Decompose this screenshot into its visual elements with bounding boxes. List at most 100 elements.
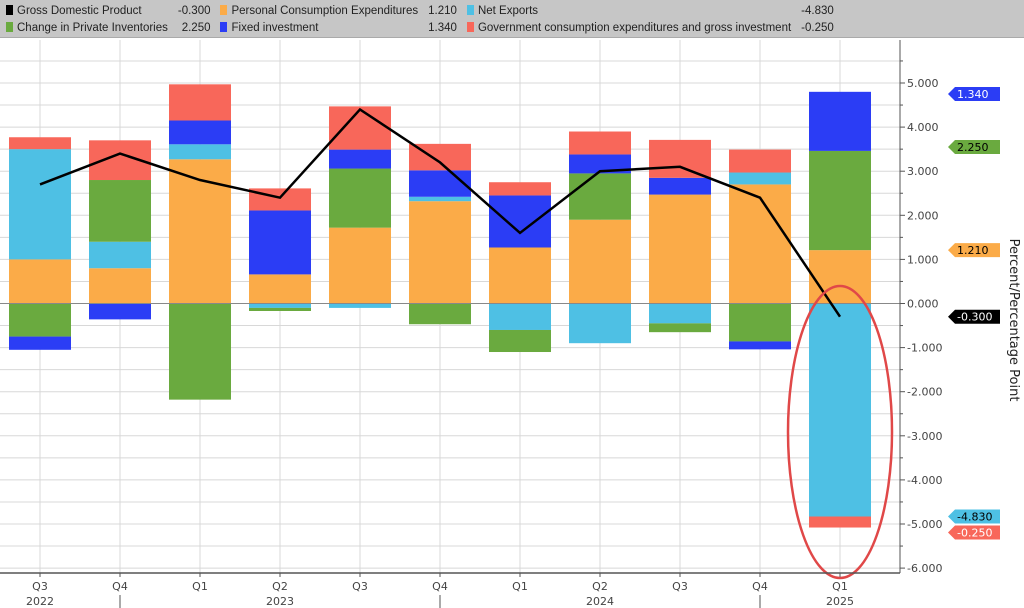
legend-label: Government consumption expenditures and … [477, 22, 792, 34]
legend-swatch [220, 22, 228, 32]
legend-swatch [220, 5, 228, 15]
last-value-tag-label: -0.250 [957, 527, 992, 540]
legend-swatch [6, 22, 13, 32]
last-value-tag [948, 509, 1000, 524]
bar-segment [9, 149, 71, 260]
bar-segment [489, 182, 551, 196]
legend-swatch [6, 5, 13, 15]
legend-item-gdp: Gross Domestic Product [6, 4, 168, 19]
y-tick-label: 3.000 [907, 165, 939, 178]
last-value-tag-label: -0.300 [957, 311, 992, 324]
last-value-tag-label: 1.340 [957, 88, 989, 101]
bar-segment [649, 177, 711, 195]
bar-segment [169, 303, 231, 400]
legend-label: Change in Private Inventories [17, 22, 168, 34]
legend-label: Gross Domestic Product [17, 5, 142, 17]
bar-segment [169, 120, 231, 145]
bar-segment [649, 303, 711, 324]
bar-segment [329, 168, 391, 228]
legend-value: 1.340 [428, 22, 457, 34]
y-axis-label: Percent/Percentage Point [1006, 239, 1021, 402]
last-value-tag [948, 243, 1000, 258]
x-tick-label: Q2 [592, 580, 608, 593]
bar-segment [489, 303, 551, 330]
last-value-tag-label: 1.210 [957, 244, 989, 257]
bar-segment [809, 303, 871, 517]
x-tick-label: Q3 [32, 580, 48, 593]
bar-segment [569, 303, 631, 344]
bar-segment [409, 303, 471, 325]
bar-segment [809, 250, 871, 304]
x-tick-label: Q1 [192, 580, 208, 593]
year-label: 2023 [266, 595, 294, 608]
bar-segment [729, 172, 791, 185]
x-tick-label: Q4 [432, 580, 448, 593]
bar-segment [9, 336, 71, 350]
bar-segment [329, 303, 391, 308]
bar-segment [329, 149, 391, 169]
legend-value: 1.210 [428, 5, 457, 17]
bar-segment [169, 84, 231, 121]
y-tick-label: 2.000 [907, 209, 939, 222]
legend-label: Fixed investment [231, 22, 319, 34]
y-tick-label: 4.000 [907, 121, 939, 134]
y-tick-label: 0.000 [907, 298, 939, 311]
y-tick-label: -1.000 [907, 342, 942, 355]
legend-value: -0.300 [177, 5, 211, 17]
legend-swatch [466, 5, 474, 15]
bar-segment [489, 195, 551, 248]
y-tick-label: -2.000 [907, 386, 942, 399]
bar-segment [329, 227, 391, 304]
x-tick-label: Q3 [352, 580, 368, 593]
legend-value: -0.250 [801, 22, 834, 34]
last-value-tag [948, 139, 1000, 154]
bar-segment [489, 247, 551, 304]
x-tick-label: Q3 [672, 580, 688, 593]
y-tick-label: 1.000 [907, 253, 939, 266]
year-label: 2024 [586, 595, 614, 608]
y-tick-label: -3.000 [907, 430, 942, 443]
legend-item-inventories: Change in Private Inventories [6, 21, 168, 36]
x-tick-label: Q1 [512, 580, 528, 593]
bar-segment [409, 201, 471, 304]
x-tick-label: Q4 [752, 580, 768, 593]
last-value-tag [948, 309, 1000, 324]
y-tick-label: -6.000 [907, 562, 942, 575]
last-value-tag-label: 2.250 [957, 141, 989, 154]
bar-segment [249, 307, 311, 311]
last-value-tag [948, 525, 1000, 540]
bar-segment [569, 154, 631, 174]
bar-segment [9, 137, 71, 150]
bar-segment [649, 323, 711, 333]
bar-segment [249, 210, 311, 275]
bar-segment [89, 180, 151, 242]
bar-segment [569, 219, 631, 304]
bar-segment [489, 329, 551, 353]
bar-segment [809, 150, 871, 251]
gdp-line [39, 107, 842, 318]
legend-label: Net Exports [477, 5, 539, 17]
bar-segment [9, 303, 71, 337]
bar-segment [649, 194, 711, 304]
bar-segment [249, 274, 311, 304]
bar-segment [249, 303, 311, 308]
bar-segment [729, 303, 791, 342]
bar-segment [729, 184, 791, 304]
legend-item-pce: Personal Consumption Expenditures [220, 4, 418, 19]
bar-segment [89, 303, 151, 320]
legend-label: Personal Consumption Expenditures [231, 5, 419, 17]
bar-segment [409, 196, 471, 202]
legend-swatch [466, 22, 474, 32]
bar-segment [409, 170, 471, 197]
y-tick-label: -5.000 [907, 518, 942, 531]
bar-segment [809, 516, 871, 528]
year-label: 2025 [826, 595, 854, 608]
bar-segment [89, 268, 151, 304]
y-tick-label: 5.000 [907, 77, 939, 90]
x-tick-label: Q2 [272, 580, 288, 593]
bar-segment [729, 149, 791, 173]
bar-segment [569, 173, 631, 220]
legend: Gross Domestic Product -0.300 Personal C… [0, 0, 1024, 38]
legend-item-fixed: Fixed investment [220, 21, 418, 36]
last-value-tag-label: -4.830 [957, 511, 992, 524]
